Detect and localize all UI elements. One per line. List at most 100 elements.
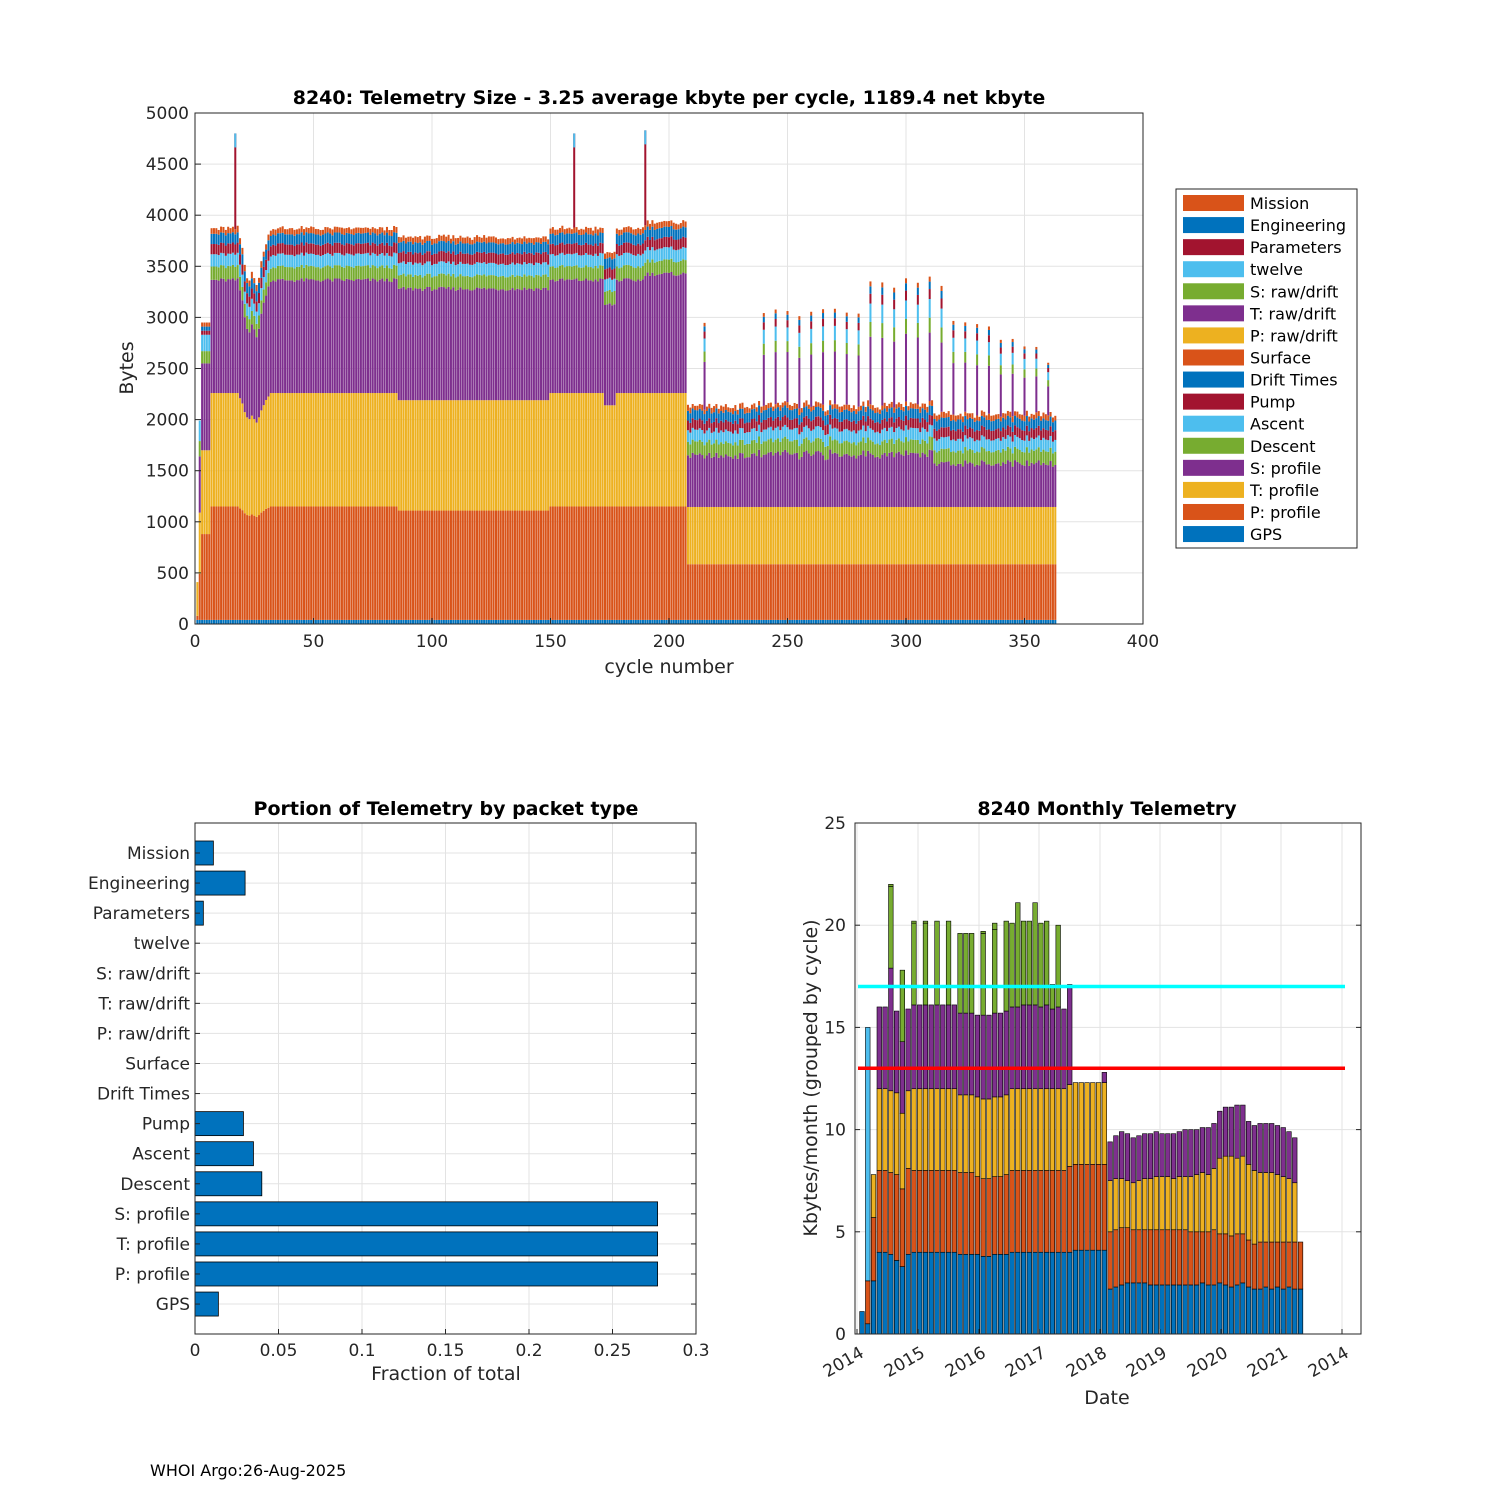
cycle-bar-segment [494,263,497,277]
tall-bar-segment [940,285,943,291]
cycle-bar-segment [255,284,258,292]
cycle-bar-segment [281,619,284,624]
cycle-bar-segment [447,510,450,620]
cycle-bar-segment [497,277,500,291]
monthly-bar-segment [1194,1129,1200,1175]
cycle-bar-segment [691,408,694,419]
top-title: 8240: Telemetry Size - 3.25 average kbyt… [293,87,1046,109]
cycle-bar-segment [964,619,967,624]
cycle-bar-segment [653,619,656,624]
monthly-bar-segment [876,1251,882,1335]
cycle-bar-segment [390,230,393,237]
cycle-bar-segment [758,415,761,425]
monthly-xtick-label: 2017 [1002,1343,1049,1382]
cycle-bar-segment [447,251,450,262]
cycle-bar-segment [208,322,211,327]
cycle-bar-segment [227,226,230,234]
cycle-bar-segment [253,303,256,316]
cycle-bar-segment [430,265,434,278]
cycle-bar-segment [487,275,490,289]
cycle-bar-segment [376,245,379,256]
cycle-bar-segment [580,506,583,620]
cycle-bar-segment [1032,429,1035,440]
cycle-bar-segment [698,428,701,440]
cycle-bar-segment [435,253,438,264]
cycle-bar-segment [857,420,860,431]
cycle-bar-segment [504,239,507,245]
cycle-bar-segment [589,267,592,281]
monthly-bar-segment [1234,1157,1240,1235]
cycle-bar-segment [985,420,988,430]
cycle-bar-segment [217,267,220,281]
cycle-bar-segment [592,393,595,507]
tall-bar-segment [928,332,931,402]
cycle-bar-segment [1018,506,1021,565]
cycle-bar-segment [255,311,258,324]
cycle-bar-segment [871,405,874,411]
top-ylabel: Bytes [116,341,138,394]
cycle-bar-segment [544,251,547,263]
cycle-bar-segment [656,274,659,394]
cycle-bar-segment [916,619,919,624]
monthly-bar-segment [1240,1233,1246,1284]
monthly-bar-segment [894,1010,900,1094]
cycle-bar-segment [566,243,569,254]
tall-bar-segment [904,300,908,319]
cycle-bar-segment [777,426,780,439]
cycle-bar-segment [369,280,372,394]
cycle-bar-segment [471,619,474,624]
cycle-bar-segment [321,234,324,245]
cycle-bar-segment [900,454,903,507]
cycle-bar-segment [459,400,462,511]
cycle-bar-segment [540,510,543,620]
cycle-bar-segment [848,410,851,421]
monthly-bar-segment [1044,1004,1050,1090]
cycle-bar-segment [440,273,443,287]
cycle-bar-segment [625,506,628,620]
monthly-ytick-label: 10 [824,1121,846,1141]
cycle-bar-segment [753,439,756,454]
cycle-bar-segment [940,427,943,437]
cycle-bar-segment [758,400,761,406]
cycle-bar-segment [1051,506,1054,565]
cycle-bar-segment [810,430,813,443]
cycle-bar-segment [864,406,867,412]
cycle-bar-segment [1042,506,1045,565]
cycle-bar-segment [689,619,692,624]
cycle-bar-segment [886,421,889,432]
monthly-bar-segment [1257,1241,1263,1290]
cycle-bar-segment [362,253,365,267]
cycle-bar-segment [950,619,953,624]
cycle-bar-segment [833,452,836,507]
cycle-bar-segment [528,262,531,276]
cycle-bar-segment [615,228,618,234]
monthly-bar-segment [1205,1127,1211,1175]
cycle-bar-segment [859,506,862,565]
cycle-bar-segment [760,412,763,423]
monthly-bar-segment [963,933,969,1014]
tall-bar-segment [857,344,860,356]
cycle-bar-segment [393,232,396,243]
cycle-bar-segment [305,242,308,253]
cycle-bar-segment [983,619,986,624]
cycle-bar-segment [841,619,844,624]
cycle-bar-segment [511,242,514,253]
cycle-bar-segment [331,229,334,236]
cycle-bar-segment [400,288,403,401]
cycle-bar-segment [473,276,476,290]
cycle-bar-segment [468,510,471,620]
cycle-bar-segment [888,506,891,565]
cycle-bar-segment [333,278,336,394]
cycle-bar-segment [992,430,995,441]
cycle-bar-segment [324,266,327,280]
cycle-bar-segment [478,252,481,263]
cycle-bar-segment [1051,431,1054,442]
cycle-bar-segment [288,234,291,245]
cycle-bar-segment [447,234,450,241]
cycle-bar-segment [760,619,763,624]
cycle-bar-segment [331,619,334,624]
cycle-bar-segment [807,418,810,429]
monthly-bar-segment [940,1251,946,1335]
monthly-bar-segment [1130,1182,1136,1231]
cycle-bar-segment [298,228,301,235]
